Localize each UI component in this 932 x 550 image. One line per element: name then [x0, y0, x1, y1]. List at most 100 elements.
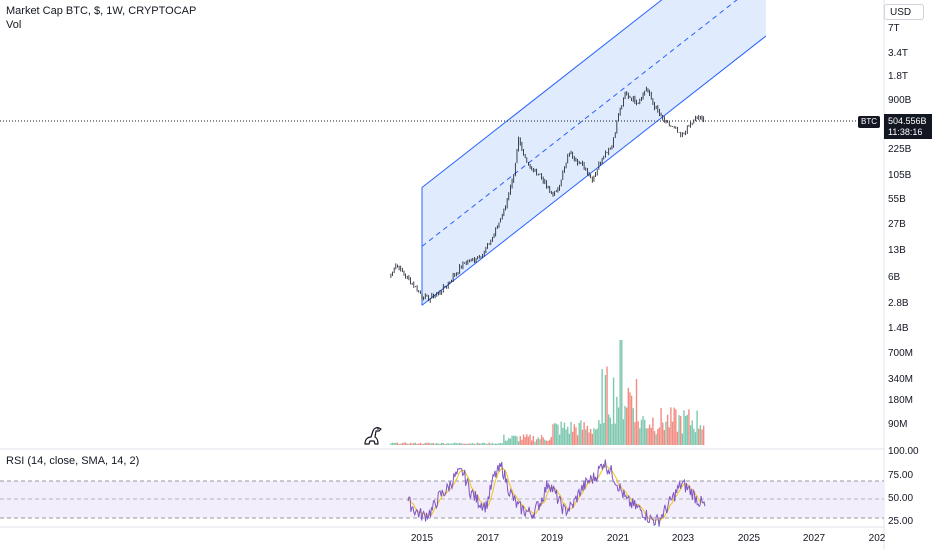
price-candles [390, 86, 705, 303]
price-tick: 7T [888, 23, 900, 34]
time-tick: 2017 [476, 533, 500, 544]
volume-bar [567, 426, 569, 445]
price-tick: 27B [888, 219, 906, 230]
volume-bar [498, 443, 500, 445]
volume-bar [549, 439, 551, 445]
parallel-channel[interactable] [421, 0, 767, 306]
volume-bar [609, 417, 612, 445]
volume-bar [465, 443, 467, 445]
price-tick: 1.8T [888, 71, 909, 82]
volume-bar [398, 443, 400, 445]
volume-bar [416, 443, 418, 445]
volume-bar [476, 442, 479, 445]
time-tick: 2019 [540, 533, 564, 544]
volume-legend[interactable]: Vol [6, 19, 22, 31]
volume-bar [583, 422, 585, 445]
rsi-tick: 75.00 [888, 470, 914, 481]
volume-bar [686, 414, 688, 445]
volume-bar [455, 443, 458, 445]
volume-bar [449, 443, 451, 445]
volume-bar [662, 422, 664, 445]
volume-bar [691, 420, 693, 445]
volume-bar [547, 440, 549, 445]
volume-bar [462, 443, 464, 445]
volume-bar [652, 417, 654, 445]
volume-bar [485, 443, 487, 445]
volume-bar [406, 443, 408, 445]
volume-bar [637, 421, 639, 445]
volume-bar [639, 428, 641, 445]
price-tick: 3.4T [888, 48, 909, 59]
rsi-pane[interactable] [0, 459, 884, 527]
volume-bar [532, 435, 535, 445]
volume-bar [657, 429, 659, 445]
volume-bar [409, 442, 412, 445]
volume-bar [447, 443, 449, 445]
volume-bar [658, 427, 661, 445]
volume-bar [395, 442, 397, 445]
channel-lower-line [421, 35, 767, 306]
price-tick: 225B [888, 144, 912, 155]
volume-bar [514, 435, 517, 445]
tradingview-dino-icon[interactable] [362, 425, 384, 445]
volume-bar [642, 416, 644, 445]
currency-selector[interactable]: USD [884, 4, 924, 20]
volume-bar [457, 443, 459, 445]
volume-bar [580, 420, 582, 445]
volume-bar [421, 443, 423, 445]
volume-bar [599, 423, 602, 445]
volume-bar [437, 443, 440, 445]
volume-bar [550, 436, 553, 445]
volume-bar [404, 442, 407, 445]
volume-bar [591, 433, 593, 445]
volume-bar [539, 439, 541, 445]
volume-bar [531, 440, 533, 445]
volume-bar [493, 443, 495, 445]
volume-bar [511, 435, 513, 445]
volume-bar [660, 408, 662, 445]
volume-bar [544, 439, 546, 445]
volume-bar [408, 443, 410, 445]
volume-bar [429, 443, 431, 445]
volume-bar [603, 422, 605, 445]
volume-bar [450, 443, 453, 445]
volume-bar [629, 392, 631, 445]
volume-bar [611, 424, 613, 445]
volume-bar [509, 438, 512, 445]
time-tick: 202 [868, 533, 886, 544]
volume-bar [513, 435, 515, 445]
volume-bar [431, 443, 433, 445]
price-tick: 2.8B [888, 298, 909, 309]
volume-bar [627, 387, 630, 445]
volume-bar [698, 428, 700, 445]
volume-bar [503, 434, 505, 445]
volume-bar [419, 442, 422, 445]
volume-bar [411, 443, 413, 445]
volume-bar [555, 423, 557, 445]
volume-bar [570, 421, 572, 445]
volume-bar [478, 443, 481, 445]
volume-bar [684, 415, 687, 445]
volume-bar [458, 442, 461, 445]
volume-bar [699, 425, 702, 445]
volume-bar [578, 422, 580, 445]
volume-bar [521, 439, 523, 445]
volume-bar [589, 428, 592, 445]
rsi-tick: 50.00 [888, 493, 914, 504]
volume-bar [439, 443, 441, 445]
volume-bar [588, 432, 590, 445]
volume-bar [558, 434, 561, 445]
volume-bar [598, 420, 600, 445]
volume-bar [400, 443, 402, 445]
volume-bar [418, 443, 420, 445]
volume-bar [504, 440, 507, 445]
volume-bar [467, 443, 469, 445]
volume-bar [491, 442, 494, 445]
volume-bar [607, 414, 610, 445]
symbol-tag: BTC [858, 116, 880, 128]
rsi-tick: 25.00 [888, 516, 914, 527]
volume-bar [625, 407, 628, 445]
rsi-legend[interactable]: RSI (14, close, SMA, 14, 2) [6, 455, 140, 467]
chart-title[interactable]: Market Cap BTC, $, 1W, CRYPTOCAP [6, 5, 197, 17]
